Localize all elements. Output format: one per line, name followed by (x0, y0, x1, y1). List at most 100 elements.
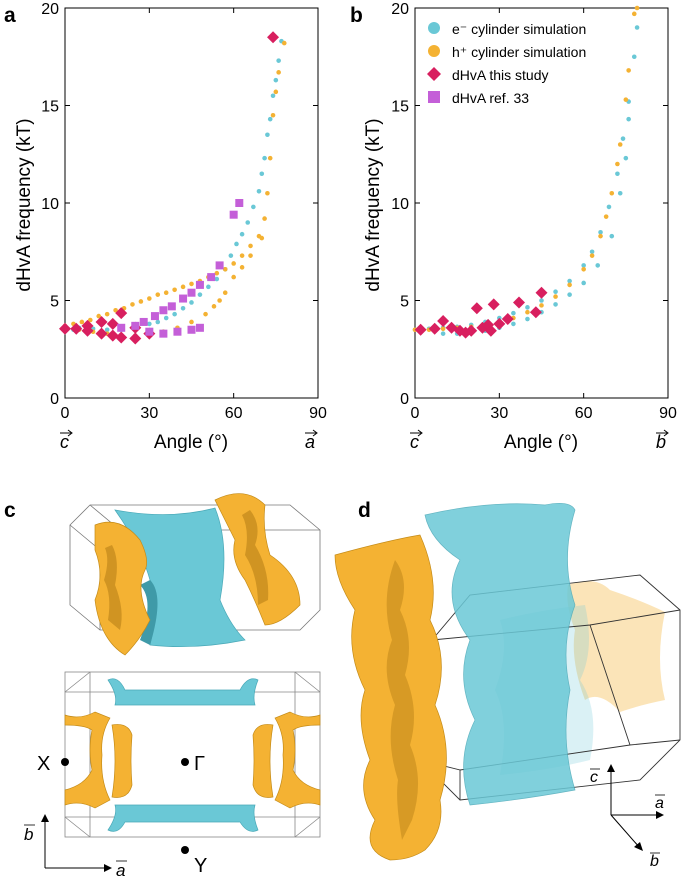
axis-a-vector-label-d: a (655, 795, 664, 812)
in-plane-axes: b a (24, 814, 127, 877)
plot-frame-a (64, 7, 319, 399)
data-point-b-s0-36 (626, 116, 631, 122)
data-point-b-s2-16 (535, 286, 548, 299)
x-tick-label-b-0: 0 (411, 405, 420, 422)
data-point-b-s0-10 (553, 289, 558, 295)
axis-c-vector-label-d: c (590, 769, 598, 786)
data-point-a-s1-46 (248, 253, 253, 258)
point-X-marker (61, 758, 69, 766)
hole-cylinder-faded (567, 581, 665, 712)
x-axis-label-b: Angle (°) (504, 432, 578, 453)
data-point-b-s1-15 (603, 214, 609, 219)
data-point-b-s0-8 (525, 305, 530, 310)
fermi-surface-top-view: X Γ Y b a (24, 671, 321, 877)
x-tick-label-a-0: 0 (61, 405, 70, 422)
data-point-a-s2-1 (70, 322, 83, 335)
data-point-b-s0-32 (595, 263, 601, 268)
panel-letter-a: a (4, 4, 16, 27)
y-tick-label-a-10: 10 (41, 196, 59, 213)
data-point-b-s0-7 (511, 310, 516, 316)
data-point-b-s1-2 (440, 326, 446, 332)
data-point-a-s2-8 (115, 307, 128, 320)
data-point-b-s0-13 (589, 249, 595, 255)
data-point-a-s1-45 (239, 265, 245, 270)
vector-a-label-a: a (305, 429, 318, 452)
y-tick-label-b-15: 15 (391, 99, 409, 116)
x-tick-label-b-30: 30 (490, 405, 508, 422)
y-tick-label-a-15: 15 (41, 99, 59, 116)
data-point-a-s1-26 (267, 155, 273, 161)
data-point-a-s1-13 (172, 287, 177, 293)
data-point-a-s3-4 (159, 306, 168, 315)
hole-pocket-left (64, 711, 111, 809)
legend-marker-ref (428, 91, 440, 103)
data-point-a-s1-3 (88, 317, 93, 323)
data-point-b-s1-9 (539, 303, 544, 308)
data-point-a-s1-25 (265, 190, 270, 196)
data-point-b-s0-15 (606, 204, 612, 210)
svg-text:a: a (305, 432, 315, 452)
data-point-b-s2-14 (513, 296, 526, 309)
data-point-b-s0-26 (511, 321, 516, 327)
electron-cylinder-main (424, 503, 576, 806)
data-point-a-s0-19 (245, 220, 251, 225)
data-point-a-s3-9 (207, 273, 216, 282)
y-axis-label-b: dHvA frequency (kT) (363, 118, 384, 291)
data-point-a-s3-7 (187, 288, 196, 297)
data-point-b-s1-8 (525, 309, 530, 315)
data-point-b-s0-16 (615, 171, 620, 177)
electron-pocket-bottom (107, 804, 259, 832)
x-tick-label-b-90: 90 (659, 405, 677, 422)
data-point-a-s1-5 (104, 311, 110, 317)
data-point-a-s3-15 (195, 323, 204, 332)
data-point-a-s1-14 (180, 284, 186, 290)
svg-text:c: c (60, 432, 69, 452)
data-point-b-s0-27 (525, 316, 530, 322)
chart-panel-b: 0 30 60 90 0 5 10 15 20 dHvA frequency (kT) Angl… (363, 1, 677, 453)
x-tick-label-b-60: 60 (575, 405, 593, 422)
data-point-b-s0-17 (620, 136, 626, 141)
data-point-a-s1-22 (248, 243, 253, 249)
data-point-a-s0-16 (228, 253, 234, 258)
point-X-label: X (37, 753, 50, 775)
data-point-a-s3-0 (117, 323, 126, 332)
data-point-a-s0-26 (270, 93, 276, 99)
data-point-b-s2-13 (501, 313, 514, 326)
point-Y-label: Y (194, 855, 207, 877)
data-point-b-s0-30 (567, 292, 572, 297)
data-point-a-s0-11 (189, 300, 194, 305)
data-point-a-s0-13 (206, 284, 211, 290)
data-point-a-s0-10 (180, 306, 186, 311)
data-point-b-s0-12 (581, 263, 586, 268)
data-point-a-s1-29 (276, 70, 281, 75)
data-point-a-s3-12 (159, 329, 168, 338)
point-Gamma-marker (181, 758, 189, 766)
hole-cylinder-right-shade (242, 510, 269, 605)
hole-pocket-right (274, 711, 321, 809)
fermi-surface-perspective: c a b (334, 503, 681, 870)
point-Y-marker (181, 846, 189, 854)
data-point-b-s0-34 (617, 190, 623, 196)
data-point-b-s0-20 (634, 25, 640, 30)
data-point-b-s0-35 (623, 155, 629, 161)
data-point-b-s2-11 (487, 298, 500, 311)
data-point-a-s0-8 (163, 315, 169, 321)
data-point-a-s3-10 (215, 261, 224, 270)
data-point-a-s1-15 (189, 281, 194, 287)
data-point-a-s1-9 (138, 299, 144, 304)
data-point-a-s1-41 (211, 304, 217, 309)
data-point-b-s1-22 (634, 5, 640, 11)
data-point-a-s3-13 (173, 327, 182, 336)
y-tick-label-a-20: 20 (41, 1, 59, 18)
data-point-b-s1-19 (623, 97, 629, 102)
svg-text:b: b (656, 432, 666, 452)
vector-c-label-a: c (60, 429, 73, 452)
data-point-a-s0-17 (234, 241, 239, 247)
data-point-a-s3-2 (139, 317, 148, 326)
data-point-a-s0-6 (147, 321, 152, 327)
data-point-b-s2-12 (493, 317, 506, 330)
hole-cylinder-main-shade (386, 560, 419, 840)
data-point-b-s0-11 (567, 278, 572, 284)
data-point-a-s1-40 (203, 311, 208, 317)
